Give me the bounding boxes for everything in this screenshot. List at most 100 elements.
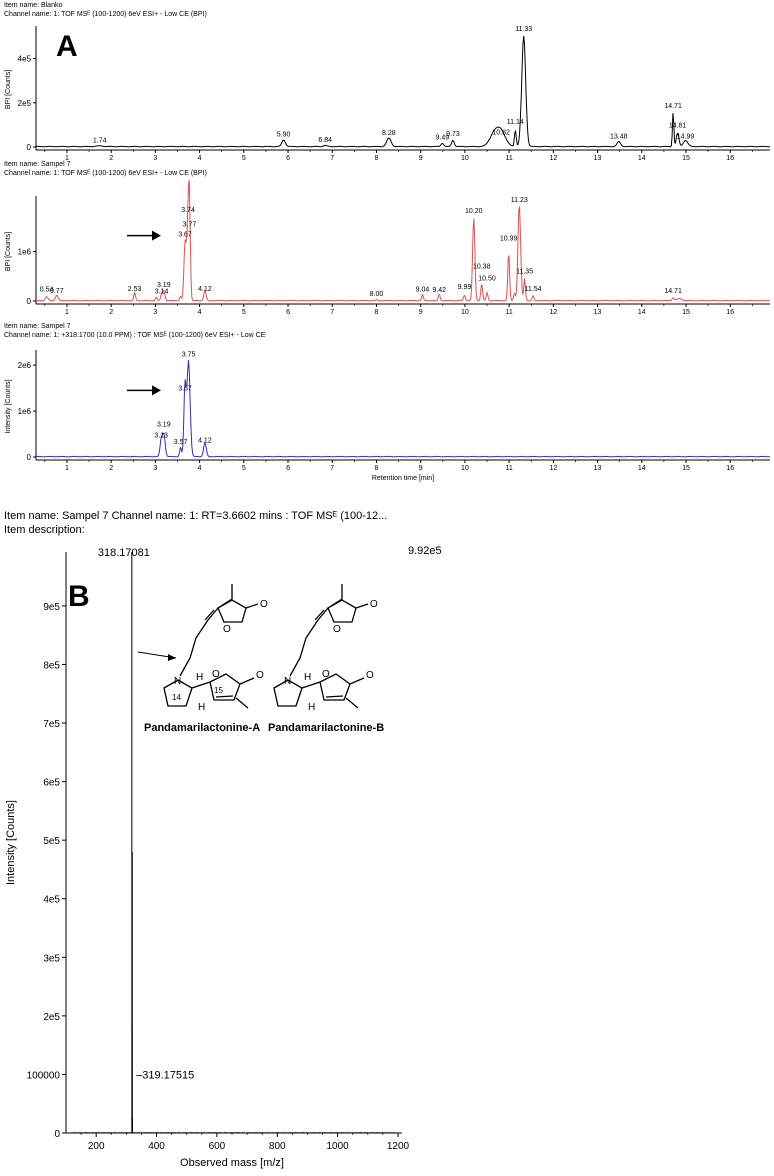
arrow-head-icon [152, 230, 162, 241]
struct-a-nitrogen: N [174, 676, 181, 687]
structure-b-label: Pandamarilactonine-B [268, 722, 385, 734]
x-tick-label: 7 [330, 155, 334, 160]
x-tick-label: 14 [638, 309, 646, 316]
ms-x-tick-label: 400 [148, 1141, 165, 1152]
x-tick-label: 3 [153, 309, 157, 316]
x-tick-label: 5 [242, 309, 246, 316]
x-tick-label: 5 [242, 155, 246, 160]
peak-label: 3.67 [178, 232, 192, 239]
x-tick-label: 7 [330, 309, 334, 316]
peak-label: 4.12 [198, 286, 212, 293]
peak-label: 3.19 [157, 422, 171, 429]
peak-label: 4.12 [198, 438, 212, 445]
chrom3-item-name: Item name: Sampel 7 [4, 323, 71, 330]
mass-spectrum-plot: 0 100000 2e5 3e5 4e5 5e5 6e5 7e5 8e5 9e5 200 400 600… [5, 545, 442, 1169]
x-tick-label: 8 [375, 309, 379, 316]
struct-b-h2: H [308, 702, 315, 713]
y-tick-label: 0 [27, 297, 32, 306]
ms-x-tick-label: 600 [209, 1141, 226, 1152]
ms-y-tick-label: 8e5 [43, 660, 60, 671]
x-tick-label: 15 [682, 155, 690, 160]
x-tick-label: 16 [726, 465, 734, 472]
struct-b-h1: H [304, 672, 311, 683]
y-tick-label: 0 [27, 143, 32, 152]
ms-x-axis-label: Observed mass [m/z] [180, 1157, 284, 1169]
panel-b-letter: B [68, 580, 90, 613]
x-tick-label: 3 [153, 155, 157, 160]
ms-peak-label: –319.17515 [136, 1069, 194, 1081]
x-tick-label: 9 [419, 155, 423, 160]
peak-label: 3.75 [182, 351, 196, 358]
peak-label: 9.42 [432, 287, 446, 294]
x-tick-label: 6 [286, 155, 290, 160]
ms-x-tick-label: 200 [88, 1141, 105, 1152]
x-tick-label: 6 [286, 465, 290, 472]
x-axis-label: Retention time [min] [372, 475, 434, 482]
x-tick-label: 6 [286, 309, 290, 316]
y-tick-label: 0 [27, 453, 32, 462]
peak-label: 11.35 [516, 268, 533, 275]
ms-peak-label: 318.17081 [98, 547, 150, 559]
x-tick-label: 15 [682, 309, 690, 316]
x-tick-label: 15 [682, 465, 690, 472]
peak-label: 3.77 [183, 222, 197, 229]
y-axis-label: BPI [Counts] [5, 70, 12, 109]
ms-x-tick-label: 800 [269, 1141, 286, 1152]
ms-y-tick-label: 5e5 [43, 836, 60, 847]
peak-label: 9.49 [436, 135, 450, 142]
struct-a-h2: H [198, 702, 205, 713]
x-tick-label: 12 [549, 309, 557, 316]
structure-a [137, 584, 259, 709]
chromatogram-trace [36, 359, 771, 458]
struct-a-num-14: 14 [172, 693, 181, 702]
struct-a-oxygen-lower: O [212, 669, 220, 680]
peak-label: 9.99 [458, 284, 472, 291]
x-tick-label: 8 [375, 465, 379, 472]
x-tick-label: 10 [461, 309, 469, 316]
x-tick-label: 9 [419, 465, 423, 472]
peak-label: 10.82 [492, 129, 510, 136]
x-tick-label: 4 [198, 309, 202, 316]
peak-label: 11.23 [511, 197, 528, 204]
peak-label: 10.99 [500, 236, 518, 243]
struct-a-oxygen-top: O [260, 599, 268, 610]
chemical-structures: O O N H H O O 14 15 O O N H H O O [137, 584, 378, 713]
peak-label: 3.19 [157, 282, 171, 289]
x-tick-label: 13 [594, 465, 602, 472]
struct-b-oxygen-carbonyl: O [366, 670, 374, 681]
peak-label: 9.73 [446, 131, 460, 138]
x-tick-label: 12 [549, 155, 557, 160]
x-tick-label: 2 [109, 309, 113, 316]
y-tick-label: 1e6 [18, 407, 32, 416]
struct-a-h1: H [196, 672, 203, 683]
y-axis-label: BPI [Counts] [5, 232, 12, 271]
struct-a-num-15: 15 [214, 686, 223, 695]
arrow-head-icon [152, 385, 162, 396]
peak-label: 10.38 [473, 263, 491, 270]
peak-label: 6.84 [318, 137, 332, 144]
peak-label: 3.67 [178, 386, 192, 393]
y-tick-label: 4e5 [18, 55, 32, 64]
chromatogram-trace [36, 35, 770, 148]
chrom2-channel-name: Channel name: 1: TOF MSᴱ (100-1200) 6eV … [4, 170, 207, 177]
ms-max-intensity: 9.92e5 [408, 545, 442, 557]
peak-label: 11.54 [524, 286, 541, 293]
struct-b-oxygen-lower: O [322, 669, 330, 680]
ms-y-tick-label: 4e5 [43, 895, 60, 906]
peak-label: 10.20 [465, 208, 483, 215]
peak-label: 8.00 [370, 291, 384, 298]
x-tick-label: 2 [109, 155, 113, 160]
x-tick-label: 8 [375, 155, 379, 160]
peak-label: 1.74 [93, 137, 107, 144]
x-tick-label: 1 [65, 465, 69, 472]
y-axis-label: Intensity [Counts] [5, 379, 12, 433]
peak-label: 14.99 [677, 133, 695, 140]
peak-label: 9.04 [416, 287, 430, 294]
ms-x-tick-label: 1200 [387, 1141, 410, 1152]
x-tick-label: 13 [594, 309, 602, 316]
y-tick-label: 1e6 [18, 248, 32, 257]
x-tick-label: 14 [638, 465, 646, 472]
chrom2-item-name: Item name: Sampel 7 [4, 161, 71, 168]
